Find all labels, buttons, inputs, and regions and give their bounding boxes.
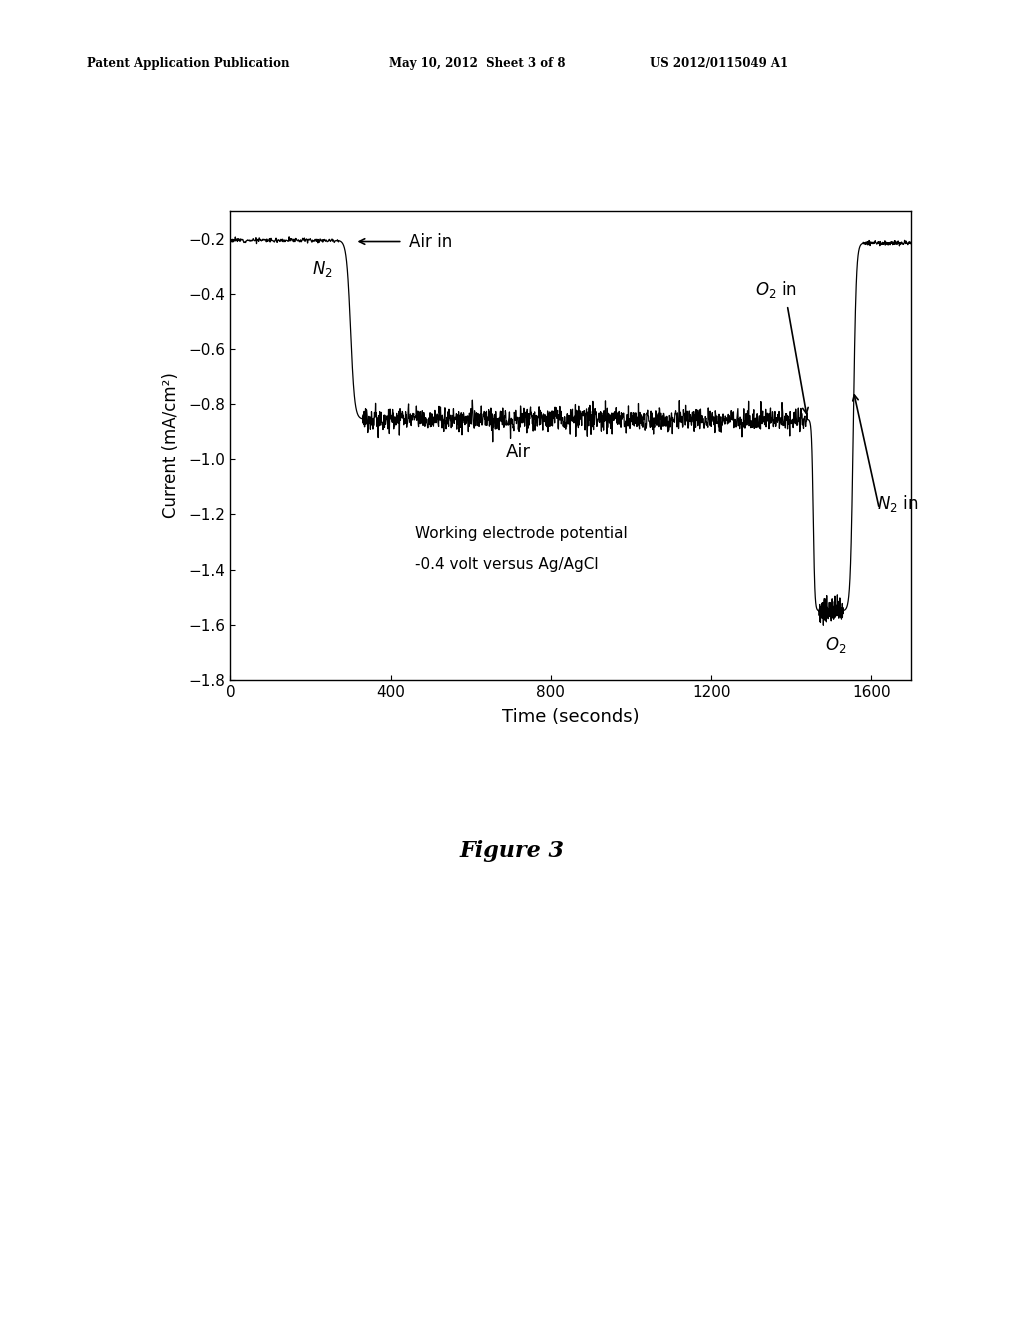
Text: May 10, 2012  Sheet 3 of 8: May 10, 2012 Sheet 3 of 8	[389, 57, 565, 70]
Text: Air in: Air in	[409, 232, 452, 251]
Text: $O_2$ in: $O_2$ in	[755, 280, 797, 300]
Text: $N_2$ in: $N_2$ in	[878, 492, 919, 513]
Text: Figure 3: Figure 3	[460, 841, 564, 862]
Text: US 2012/0115049 A1: US 2012/0115049 A1	[650, 57, 788, 70]
X-axis label: Time (seconds): Time (seconds)	[502, 708, 640, 726]
Y-axis label: Current (mA/cm²): Current (mA/cm²)	[162, 372, 180, 519]
Text: Air: Air	[506, 444, 531, 462]
Text: Working electrode potential: Working electrode potential	[415, 527, 628, 541]
Text: $O_2$: $O_2$	[824, 635, 846, 655]
Text: -0.4 volt versus Ag/AgCl: -0.4 volt versus Ag/AgCl	[415, 557, 598, 572]
Text: Patent Application Publication: Patent Application Publication	[87, 57, 290, 70]
Text: $N_2$: $N_2$	[312, 259, 333, 279]
